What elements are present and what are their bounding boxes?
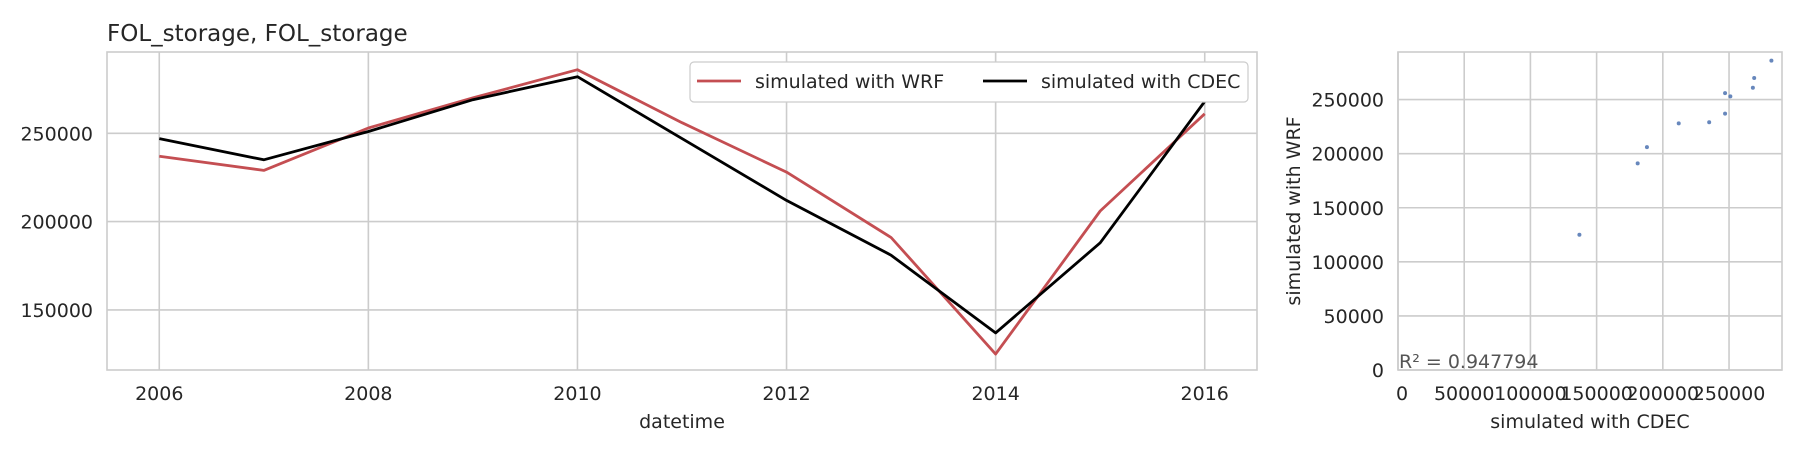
scatter-frame [1397, 51, 1783, 371]
series-line-cdec [159, 75, 1206, 335]
scatter-xtick-0: 0 [1396, 383, 1408, 405]
legend: simulated with WRF simulated with CDEC [689, 61, 1249, 103]
timeseries-lines [159, 68, 1206, 356]
legend-wrf-label: simulated with WRF [755, 71, 944, 93]
scatter-point-2 [1644, 145, 1649, 150]
scatter-point-9 [1752, 75, 1757, 80]
scatter-point-7 [1728, 94, 1733, 99]
scatter-xlabel: simulated with CDEC [1490, 411, 1689, 433]
r-squared-annotation: R² = 0.947794 [1399, 351, 1538, 373]
scatter-xtick-250000: 250000 [1693, 383, 1766, 405]
timeseries-chart: FOL_storage, FOL_storage 2006 2008 2010 201… [20, 21, 1258, 433]
timeseries-xtick-2008: 2008 [344, 383, 392, 405]
scatter-point-6 [1723, 91, 1728, 96]
scatter-point-10 [1769, 58, 1774, 63]
timeseries-xtick-2014: 2014 [971, 383, 1019, 405]
timeseries-grid [107, 52, 1257, 370]
scatter-xtick-200000: 200000 [1627, 383, 1700, 405]
timeseries-frame [106, 51, 1258, 371]
scatter-xtick-150000: 150000 [1560, 383, 1633, 405]
scatter-point-3 [1676, 121, 1681, 126]
timeseries-xtick-2006: 2006 [135, 383, 183, 405]
scatter-xtick-50000: 50000 [1434, 383, 1494, 405]
timeseries-ytick-250000: 250000 [20, 123, 93, 145]
timeseries-ytick-150000: 150000 [20, 300, 93, 322]
scatter-xtick-100000: 100000 [1494, 383, 1567, 405]
legend-cdec-label: simulated with CDEC [1041, 71, 1240, 93]
scatter-ytick-0: 0 [1372, 360, 1384, 382]
legend-box [689, 61, 1249, 103]
scatter-point-1 [1635, 161, 1640, 166]
timeseries-xtick-2016: 2016 [1181, 383, 1229, 405]
scatter-ytick-50000: 50000 [1324, 306, 1384, 328]
timeseries-xtick-2010: 2010 [553, 383, 601, 405]
scatter-ytick-200000: 200000 [1311, 144, 1384, 166]
scatter-point-8 [1750, 85, 1755, 90]
timeseries-ytick-200000: 200000 [20, 212, 93, 234]
scatter-point-0 [1577, 232, 1582, 237]
scatter-ylabel: simulated with WRF [1283, 116, 1305, 305]
scatter-chart: 0 50000 1000001500002000002500000500001000… [1283, 51, 1783, 433]
timeseries-xtick-2012: 2012 [762, 383, 810, 405]
scatter-ytick-250000: 250000 [1311, 90, 1384, 112]
scatter-ytick-100000: 100000 [1311, 252, 1384, 274]
scatter-ytick-150000: 150000 [1311, 198, 1384, 220]
scatter-ticks: 0 50000 1000001500002000002500000500001000… [1311, 90, 1765, 405]
scatter-point-5 [1723, 111, 1728, 116]
scatter-point-4 [1707, 120, 1712, 125]
scatter-points [1577, 58, 1774, 237]
timeseries-ticks: 2006 2008 2010 2012 2014 2016 150000 200000 2500… [20, 123, 1228, 405]
series-line-wrf [159, 68, 1206, 356]
scatter-grid [1397, 52, 1782, 371]
timeseries-title: FOL_storage, FOL_storage [107, 21, 408, 47]
timeseries-xlabel: datetime [639, 411, 725, 433]
